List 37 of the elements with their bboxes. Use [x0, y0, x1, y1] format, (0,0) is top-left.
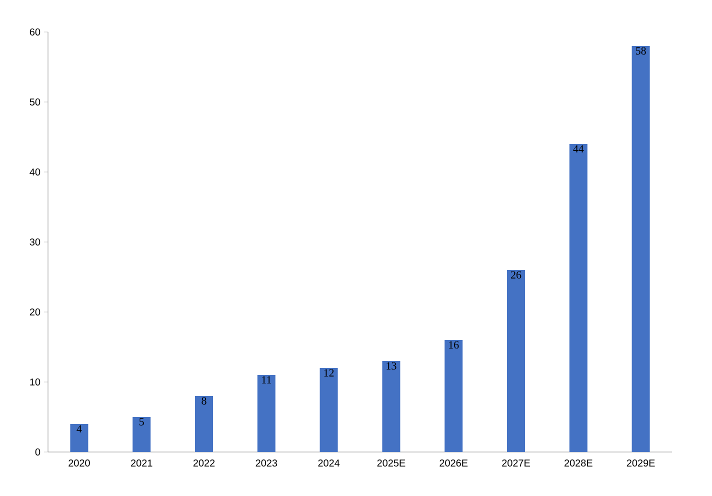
data-label: 12 — [324, 369, 334, 376]
data-label: 8 — [202, 397, 206, 405]
data-label: 13 — [386, 362, 396, 370]
bar — [382, 361, 400, 452]
y-tick-label: 50 — [30, 98, 40, 106]
y-tick-label: 30 — [30, 238, 40, 246]
data-label: 4 — [76, 425, 82, 432]
x-tick-label: 2024 — [318, 460, 340, 467]
x-tick-label: 2026E — [440, 460, 468, 467]
data-label: 26 — [511, 271, 522, 279]
y-tick-label: 20 — [30, 308, 40, 316]
x-tick-label: 2027E — [502, 460, 530, 467]
x-tick-label: 2023 — [256, 460, 278, 467]
x-tick-label: 2021 — [131, 460, 152, 467]
data-label: 16 — [449, 341, 459, 349]
y-tick-label: 60 — [30, 28, 40, 36]
bar — [195, 396, 214, 452]
y-tick-label: 10 — [30, 378, 40, 386]
x-tick-label: 2028E — [564, 460, 592, 467]
bar — [132, 417, 151, 452]
bar — [70, 424, 88, 452]
x-tick-label: 2020 — [68, 460, 90, 467]
bar — [507, 270, 526, 452]
data-label: 11 — [262, 376, 272, 384]
x-tick-label: 2029E — [626, 460, 655, 467]
y-tick-label: 40 — [30, 168, 40, 176]
bar — [257, 375, 276, 452]
data-label: 58 — [636, 47, 646, 55]
bar — [632, 46, 650, 452]
data-label: 5 — [140, 418, 144, 426]
bar — [569, 144, 588, 452]
data-label: 44 — [573, 145, 584, 152]
x-tick-label: 2025E — [377, 460, 406, 467]
bar — [320, 368, 338, 452]
x-tick-label: 2022 — [193, 460, 215, 467]
bar — [444, 340, 463, 452]
y-tick-label: 0 — [35, 448, 40, 456]
